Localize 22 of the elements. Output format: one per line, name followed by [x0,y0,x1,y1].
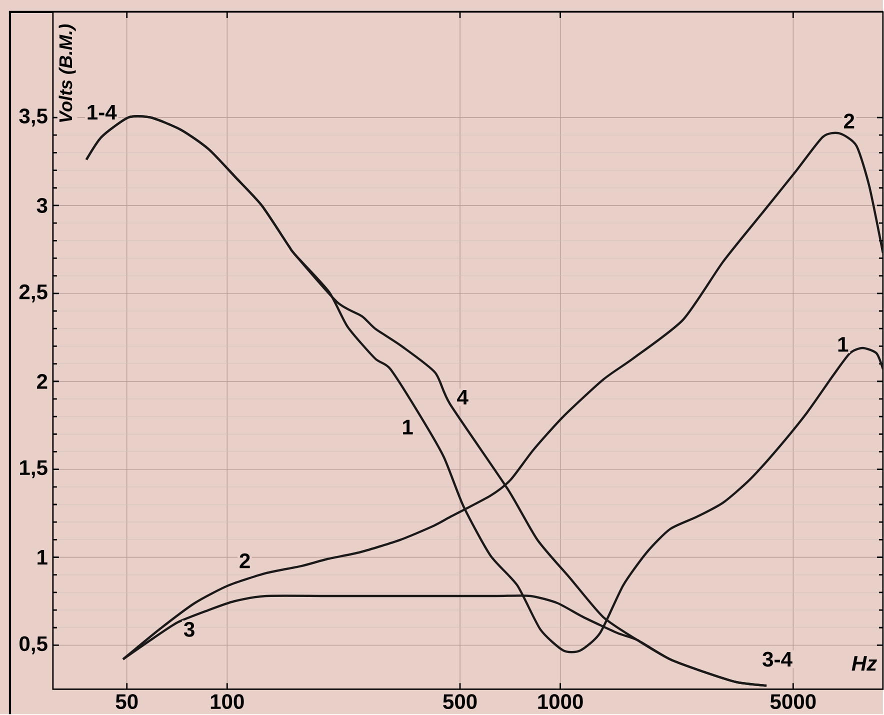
y-axis-title: Volts (B.M.) [58,24,76,122]
annotation: 1 [838,337,848,352]
y-tick-label: 3 [36,198,48,213]
y-tick-label: 3,5 [19,108,48,126]
annotation: 3 [184,622,194,637]
annotation: 1-4 [88,104,117,120]
x-tick-label: 1000 [538,694,583,709]
annotation: 2 [240,553,250,568]
annotation: 4 [457,390,468,404]
y-tick-label: 1,5 [20,460,48,478]
y-tick-label: 2,5 [19,284,48,302]
x-tick-label: 500 [443,694,477,709]
y-tick-label: 2 [36,374,48,389]
annotation: 1 [403,420,413,434]
x-axis-title: Hz [852,656,877,670]
x-tick-label: 5000 [770,694,816,709]
annotation: 3-4 [762,652,792,667]
annotation: 2 [844,114,854,128]
x-tick-label: 100 [210,694,244,709]
y-tick-label: 1 [38,550,48,564]
x-tick-label: 50 [116,694,138,709]
y-tick-label: 0,5 [20,636,48,654]
